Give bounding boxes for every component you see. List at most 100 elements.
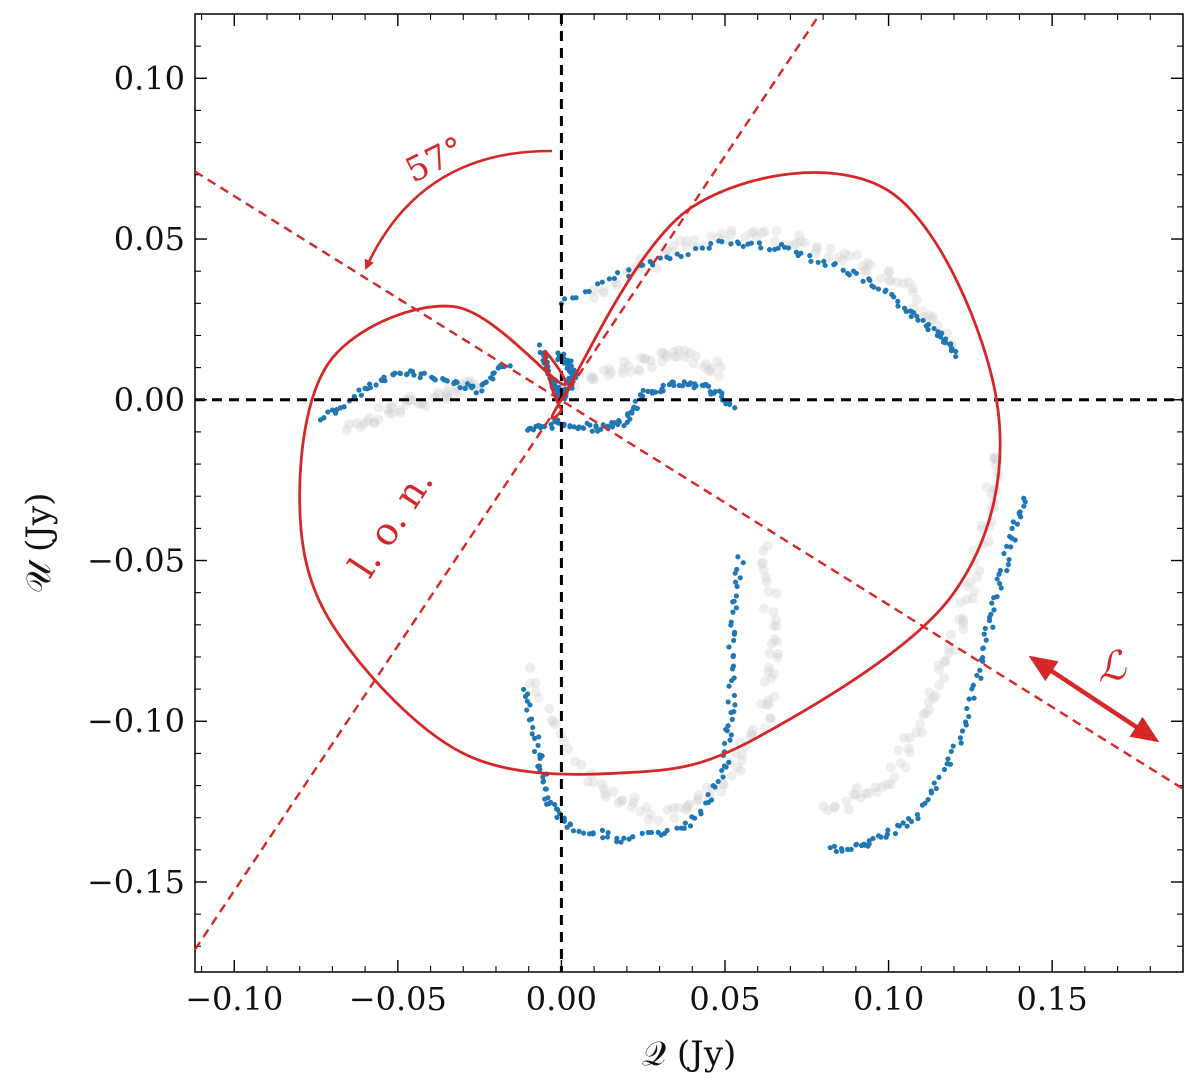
gray-point [369,417,380,428]
plot-frame [194,13,1184,973]
gray-point [841,796,852,807]
gray-point [942,328,953,339]
gray-point [884,266,895,277]
blue-point [681,825,687,831]
blue-point [708,797,715,803]
gray-point [789,239,800,250]
gray-point [525,663,536,674]
gray-point [861,265,872,276]
gray-point [768,620,779,631]
y-tick-label: −0.05 [87,542,185,580]
blue-point [599,827,606,833]
gray-point [599,788,610,799]
blue-point [815,259,821,265]
blue-point [915,815,921,822]
blue-point [630,834,636,840]
ticks: −0.10 −0.05 0.00 0.05 0.10 0.15 −0.15 −0.10 −0.0… [87,13,1183,1018]
blue-point [732,405,738,411]
gray-point [940,656,951,667]
gray-point [442,390,453,401]
gray-point [680,352,691,363]
model-dashed-line [194,170,1184,790]
gray-point [954,614,965,625]
gray-point [661,351,672,362]
blue-point [611,275,618,282]
blue-point [925,797,931,803]
blue-point [941,766,948,773]
blue-point [604,834,611,840]
gray-point [763,694,774,705]
gray-point [763,699,774,710]
gray-point [764,648,775,659]
blue-point [737,575,743,581]
blue-point [942,340,949,346]
blue-point [766,247,773,253]
gray-point [588,372,599,383]
gray-point [546,715,557,726]
blue-point [479,388,485,394]
gray-point [643,814,654,825]
gray-point [900,762,911,773]
gray-point [818,801,829,812]
blue-point [1008,544,1014,550]
gray-point [639,353,650,364]
blue-point [321,415,327,421]
gray-point [794,230,805,241]
blue-point [573,295,579,301]
blue-point [609,424,616,430]
blue-point [914,313,920,319]
gray-point [765,713,776,724]
blue-point [758,245,764,251]
gray-point [698,362,709,373]
blue-point [329,407,336,413]
gray-point [928,693,939,704]
blue-point [469,385,475,391]
blue-point [1005,561,1011,568]
gray-point [923,696,934,707]
gray-point [839,248,850,259]
blue-point [959,728,966,734]
blue-point [600,835,606,841]
gray-point [746,728,757,739]
blue-point [490,376,496,382]
l-double-arrow [1028,655,1160,743]
blue-point [740,243,746,250]
blue-point [870,835,876,842]
blue-point [980,654,986,661]
gray-point [812,241,823,252]
gray-point [611,279,622,290]
blue-point [566,363,572,370]
gray-point [449,388,460,399]
blue-point [848,846,854,852]
gray-point [927,313,938,324]
blue-point [871,284,877,290]
blue-point [903,308,909,314]
blue-point [725,699,731,705]
gray-point [877,781,888,792]
gray-point [530,677,541,688]
blue-point [403,372,410,378]
blue-point [723,764,729,770]
gray-point [679,345,690,356]
gray-point [669,812,680,823]
gray-point [548,716,559,727]
blue-point [432,377,438,383]
blue-point [957,735,964,741]
blue-point [639,830,645,836]
blue-point [674,251,680,257]
blue-point [732,702,738,708]
blue-point [542,796,548,802]
gray-point [938,672,949,683]
blue-point [928,788,934,794]
blue-point [831,262,837,268]
gray-point [851,782,862,793]
gray-point [588,777,599,788]
gray-point [889,772,900,783]
gray-point [716,228,727,239]
gray-point [706,231,717,242]
gray-point [715,362,726,373]
gray-point [899,733,910,744]
blue-point [543,786,549,792]
gray-point [857,260,868,271]
blue-point [1009,525,1015,531]
